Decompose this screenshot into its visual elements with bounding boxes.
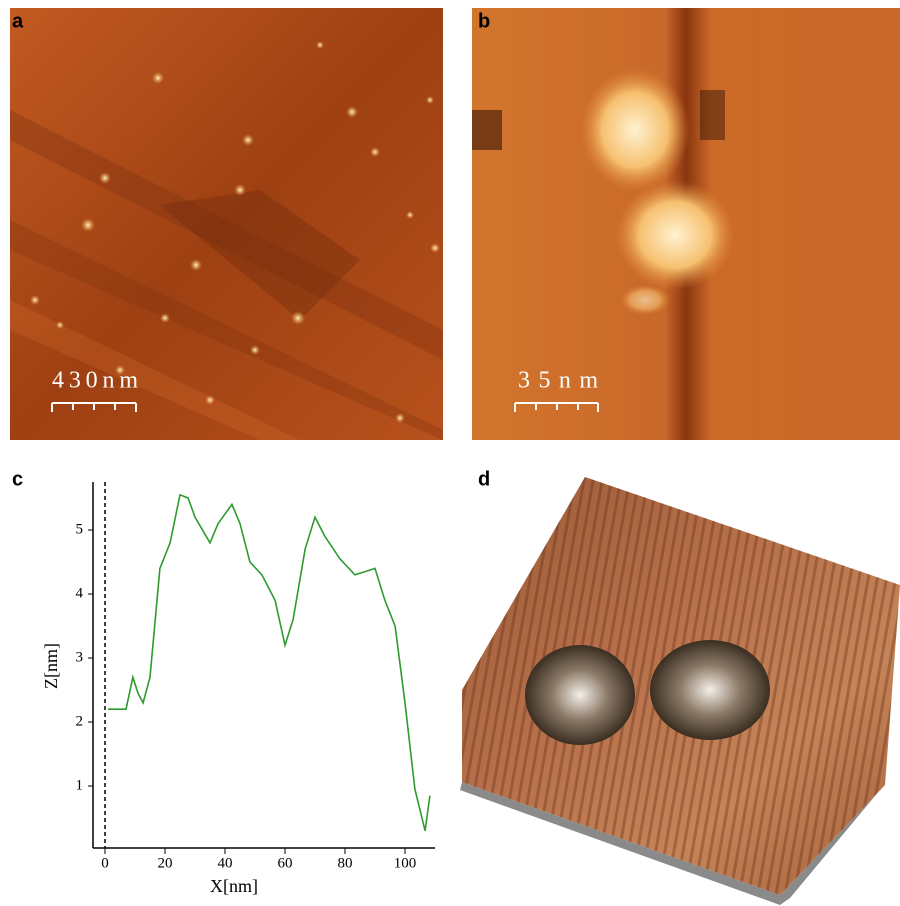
figure: a 430nm b 35nm c 12345020406080100X[nm]Z… (0, 0, 900, 906)
x-tick-label: 20 (158, 855, 173, 871)
x-axis-label: X[nm] (210, 876, 258, 896)
y-tick-label: 2 (76, 713, 84, 729)
panel-label: c (12, 468, 23, 490)
panel-label: b (478, 10, 490, 32)
panel-b-image (472, 8, 900, 440)
panel-d-image (460, 477, 900, 905)
y-tick-label: 4 (76, 585, 84, 601)
y-tick-label: 3 (76, 649, 84, 665)
x-tick-label: 60 (278, 855, 293, 871)
x-tick-label: 80 (338, 855, 353, 871)
figure-svg: a 430nm b 35nm c 12345020406080100X[nm]Z… (0, 0, 900, 906)
x-tick-label: 100 (394, 855, 417, 871)
panel-label: a (12, 10, 24, 32)
x-tick-label: 40 (218, 855, 233, 871)
x-tick-label: 0 (101, 855, 109, 871)
y-tick-label: 1 (76, 777, 84, 793)
panel-label: d (478, 468, 490, 490)
y-tick-label: 5 (76, 521, 84, 537)
line-chart: 1 2 3 4 5 0 20 40 60 80 100 X[nm] Z[nm] (41, 482, 435, 896)
data-line (108, 495, 430, 831)
y-axis-label: Z[nm] (41, 643, 61, 689)
